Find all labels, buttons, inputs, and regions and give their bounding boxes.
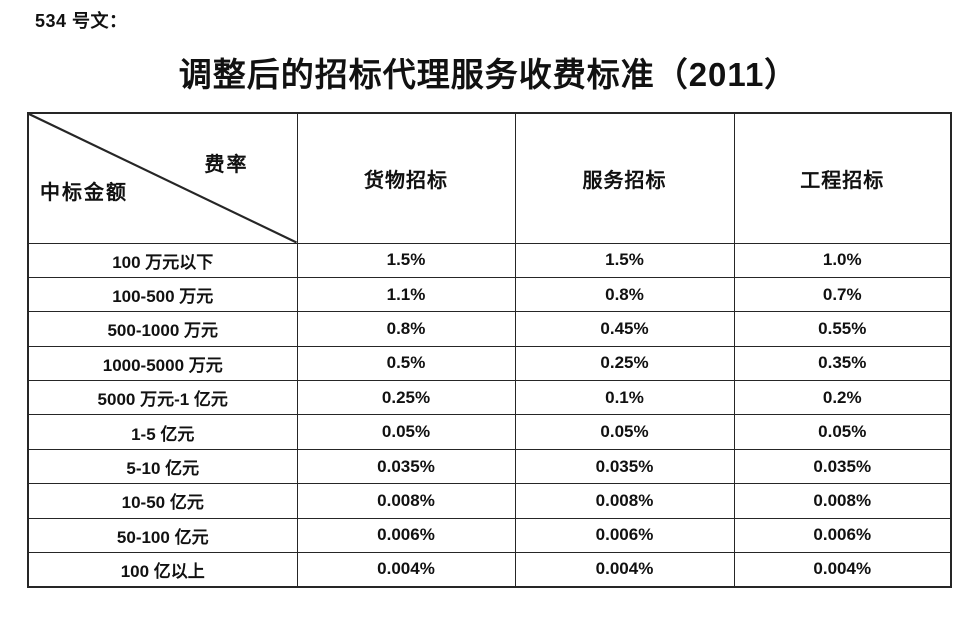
row-label-amount-range: 10-50 亿元 <box>27 483 298 519</box>
fee-table-body: 100 万元以下 1.5% 1.5% 1.0% 100-500 万元 1.1% 0.8% 0.… <box>27 242 952 588</box>
row-label-amount-range: 50-100 亿元 <box>27 517 298 554</box>
corner-label-bid-amount: 中标金额 <box>40 181 128 204</box>
rate-value-cell: 0.25% <box>514 345 735 382</box>
table-row: 1000-5000 万元 0.5% 0.25% 0.35% <box>27 345 952 382</box>
table-row: 100 亿以上 0.004% 0.004% 0.004% <box>27 552 952 588</box>
table-row: 100 万元以下 1.5% 1.5% 1.0% <box>27 242 952 278</box>
rate-value-cell: 0.006% <box>514 517 735 554</box>
rate-value-cell: 1.5% <box>296 242 516 278</box>
diagonal-corner-cell: 费率 中标金额 <box>27 112 298 244</box>
column-header-goods: 货物招标 <box>296 112 516 244</box>
rate-value-cell: 0.8% <box>514 276 735 313</box>
rate-value-cell: 0.05% <box>296 414 516 450</box>
table-row: 5-10 亿元 0.035% 0.035% 0.035% <box>27 448 952 485</box>
rate-value-cell: 0.008% <box>733 483 952 519</box>
row-label-amount-range: 500-1000 万元 <box>27 311 298 347</box>
row-label-amount-range: 100 万元以下 <box>27 242 298 278</box>
rate-value-cell: 1.5% <box>514 242 735 278</box>
column-header-services: 服务招标 <box>514 112 735 244</box>
row-label-amount-range: 1000-5000 万元 <box>27 345 298 382</box>
rate-value-cell: 0.05% <box>514 414 735 450</box>
corner-label-rate: 费率 <box>204 154 249 176</box>
rate-value-cell: 1.0% <box>733 242 952 278</box>
rate-value-cell: 0.55% <box>733 311 952 347</box>
row-label-amount-range: 5000 万元-1 亿元 <box>27 380 298 416</box>
table-row: 100-500 万元 1.1% 0.8% 0.7% <box>27 276 952 313</box>
table-row: 50-100 亿元 0.006% 0.006% 0.006% <box>27 517 952 554</box>
rate-value-cell: 0.035% <box>296 448 516 485</box>
rate-value-cell: 0.035% <box>733 448 952 485</box>
rate-value-cell: 0.45% <box>514 311 735 347</box>
fee-rate-table: 费率 中标金额 货物招标 服务招标 工程招标 100 万元以下 1.5% 1.5% 1… <box>27 112 952 588</box>
table-row: 5000 万元-1 亿元 0.25% 0.1% 0.2% <box>27 380 952 416</box>
rate-value-cell: 0.05% <box>733 414 952 450</box>
rate-value-cell: 0.004% <box>296 552 516 588</box>
rate-value-cell: 0.006% <box>733 517 952 554</box>
rate-value-cell: 0.35% <box>733 345 952 382</box>
page-title: 调整后的招标代理服务收费标准（2011） <box>178 56 799 93</box>
diagonal-divider-line <box>29 114 297 243</box>
rate-value-cell: 1.1% <box>296 276 516 313</box>
rate-value-cell: 0.008% <box>514 483 735 519</box>
header-row: 费率 中标金额 货物招标 服务招标 工程招标 <box>27 112 952 244</box>
rate-value-cell: 0.004% <box>733 552 952 588</box>
table-row: 1-5 亿元 0.05% 0.05% 0.05% <box>27 414 952 450</box>
column-header-engineering: 工程招标 <box>733 112 952 244</box>
document-reference-number: 534 号文： <box>35 11 128 31</box>
rate-value-cell: 0.004% <box>514 552 735 588</box>
rate-value-cell: 0.5% <box>296 345 516 382</box>
rate-value-cell: 0.8% <box>296 311 516 347</box>
table-header: 费率 中标金额 货物招标 服务招标 工程招标 <box>27 112 952 244</box>
rate-value-cell: 0.035% <box>514 448 735 485</box>
table-row: 500-1000 万元 0.8% 0.45% 0.55% <box>27 311 952 347</box>
row-label-amount-range: 100-500 万元 <box>27 276 298 313</box>
row-label-amount-range: 1-5 亿元 <box>27 414 298 450</box>
row-label-amount-range: 100 亿以上 <box>27 552 298 588</box>
table-row: 10-50 亿元 0.008% 0.008% 0.008% <box>27 483 952 519</box>
rate-value-cell: 0.2% <box>733 380 952 416</box>
rate-value-cell: 0.1% <box>514 380 735 416</box>
rate-value-cell: 0.7% <box>733 276 952 313</box>
rate-value-cell: 0.008% <box>296 483 516 519</box>
rate-value-cell: 0.006% <box>296 517 516 554</box>
rate-value-cell: 0.25% <box>296 380 516 416</box>
row-label-amount-range: 5-10 亿元 <box>27 448 298 485</box>
